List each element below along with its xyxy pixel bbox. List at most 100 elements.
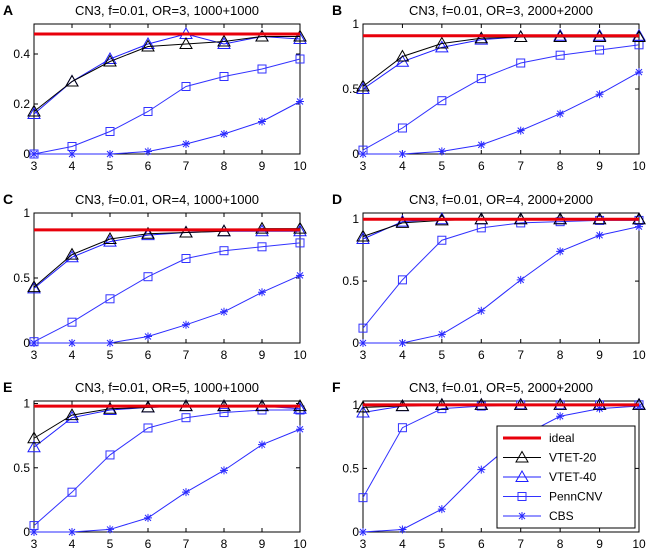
panel-b-penncnv-point — [595, 45, 605, 55]
panel-a-ytick-label: 0.4 — [13, 47, 30, 61]
panel-e-cbs-point — [68, 528, 76, 536]
panel-c-ytick-label: 1 — [23, 206, 30, 220]
legend-ideal-label: ideal — [549, 431, 574, 445]
panel-d-cbs-point — [516, 275, 525, 284]
panel-d-penncnv-point — [555, 217, 565, 227]
legend-vtet-20-label: VTET-20 — [549, 451, 597, 465]
panel-c-cbs-point — [220, 307, 228, 316]
panel-b-ytick-label: 0 — [352, 147, 359, 161]
panel-c-ytick-label: 0 — [23, 336, 30, 350]
panel-e-penncnv-point — [181, 413, 191, 423]
panel-f-xtick-label: 9 — [596, 537, 603, 551]
panel-b-cbs-point — [635, 68, 643, 77]
panel-c-axes-box — [33, 212, 301, 344]
panel-f-cbs-point — [398, 525, 407, 534]
panel-c-xtick-label: 8 — [221, 348, 228, 362]
panel-b-vtet-20-point — [474, 31, 489, 44]
panel-b-penncnv-point — [555, 50, 565, 60]
panel-f-xtick-label: 4 — [399, 537, 406, 551]
panel-e-title: CN3, f=0.01, OR=5, 1000+1000 — [75, 380, 259, 395]
panel-e-xtick-label: 10 — [293, 537, 307, 551]
panel-e-vtet-20-point — [103, 401, 117, 414]
panel-b-vtet-40-point — [434, 40, 449, 53]
panel-a-vtet-20-point — [293, 29, 307, 42]
panel-b-letter: B — [332, 2, 342, 18]
panel-d-ytick-label: 0.5 — [342, 274, 359, 288]
panel-b-xtick-label: 3 — [360, 159, 367, 173]
panel-c-cbs-line — [34, 274, 301, 344]
panel-b-xtick-label: 4 — [399, 159, 406, 173]
panel-d-cbs-point — [359, 339, 367, 347]
panel-a-xtick-label: 9 — [259, 159, 266, 173]
panel-e-cbs-line — [34, 428, 301, 533]
panel-d-title: CN3, f=0.01, OR=4, 2000+2000 — [409, 192, 593, 207]
panel-e-cbs-point — [144, 513, 152, 522]
panel-a-vtet-20-point — [65, 74, 79, 87]
panel-b-title: CN3, f=0.01, OR=3, 2000+2000 — [409, 3, 593, 18]
panel-a-axes-box — [33, 23, 301, 155]
panel-a-penncnv-point — [219, 72, 229, 81]
panel-d-vtet-20-point — [356, 229, 370, 242]
panel-a-letter: A — [3, 2, 13, 18]
panel-e-ytick-label: 0 — [23, 525, 30, 539]
panel-e: CN3, f=0.01, OR=5, 1000+1000 E 3 4 5 6 7 8 9 10 0 0… — [3, 379, 307, 551]
panel-a-cbs-point — [182, 140, 190, 148]
panel-e-xtick-label: 3 — [31, 537, 38, 551]
panel-d-xtick-label: 9 — [596, 348, 603, 362]
panel-c-cbs-point — [106, 339, 114, 347]
panel-b-penncnv-line — [362, 44, 640, 151]
panel-c-vtet-40-point — [27, 281, 41, 294]
panel-d-xtick-label: 4 — [399, 348, 406, 362]
panel-b-ytick-label: 0.5 — [342, 82, 359, 96]
panel-c-xtick-label: 10 — [293, 348, 307, 362]
panel-b-cbs-point — [595, 90, 604, 99]
panel-a-cbs-point — [296, 97, 304, 106]
panel-b-xtick-label: 5 — [439, 159, 446, 173]
panel-d-vtet-40-point — [395, 214, 410, 227]
panel-c-vtet-40-point — [65, 250, 79, 263]
panel-a-penncnv-line — [33, 58, 301, 155]
legend-cbs-marker — [518, 512, 526, 520]
panel-e-vtet-40-point — [293, 401, 307, 414]
panel-a-vtet-20-point — [217, 34, 231, 47]
panel-d-vtet-20-point — [395, 215, 410, 228]
panel-c-cbs-point — [296, 271, 304, 280]
panel-d-xtick-label: 5 — [439, 348, 446, 362]
legend-penncnv-marker — [517, 492, 527, 501]
panel-c-vtet-20-point — [27, 280, 41, 293]
panel-c-penncnv-point — [143, 272, 153, 282]
panel-a-vtet-20-point — [103, 54, 117, 67]
panel-c-vtet-20-point — [65, 247, 79, 260]
panel-c-xtick-label: 5 — [107, 348, 114, 362]
panel-c-penncnv-point — [219, 246, 229, 256]
panel-b-xtick-label: 10 — [632, 159, 646, 173]
panel-a-cbs-point — [258, 117, 266, 126]
panel-d-ytick-label: 1 — [352, 212, 359, 226]
panel-f-vtet-20-point — [356, 400, 370, 413]
panel-c-title: CN3, f=0.01, OR=4, 1000+1000 — [75, 192, 259, 207]
panel-e-cbs-point — [30, 528, 38, 536]
panel-b-cbs-point — [477, 140, 486, 149]
panel-f-cbs-point — [437, 505, 446, 514]
panel-b-penncnv-point — [437, 96, 447, 106]
panel-a-vtet-40-point — [27, 106, 41, 119]
panel-f-ytick-label: 0 — [352, 525, 359, 539]
panel-e-penncnv-point — [29, 521, 39, 531]
panel-e-xtick-label: 4 — [69, 537, 76, 551]
legend: ideal VTET-20 VTET-40 PennCNV CBS — [496, 425, 636, 529]
panel-f-cbs-point — [359, 528, 367, 536]
panel-d-cbs-point — [635, 222, 643, 231]
panel-c-xtick-label: 6 — [145, 348, 152, 362]
panel-d-xtick-label: 6 — [478, 348, 485, 362]
panel-c-penncnv-point — [67, 317, 77, 327]
panel-a-xtick-label: 4 — [69, 159, 76, 173]
panel-c-vtet-20-point — [141, 226, 155, 239]
panel-c-xtick-label: 3 — [31, 348, 38, 362]
panel-c-xtick-label: 9 — [259, 348, 266, 362]
panel-d-xtick-label: 8 — [557, 348, 564, 362]
panel-c-vtet-20-point — [255, 221, 269, 234]
panel-e-penncnv-point — [219, 408, 229, 418]
panel-c-cbs-point — [68, 339, 76, 347]
panel-c-ytick-label: 0.5 — [13, 271, 30, 285]
